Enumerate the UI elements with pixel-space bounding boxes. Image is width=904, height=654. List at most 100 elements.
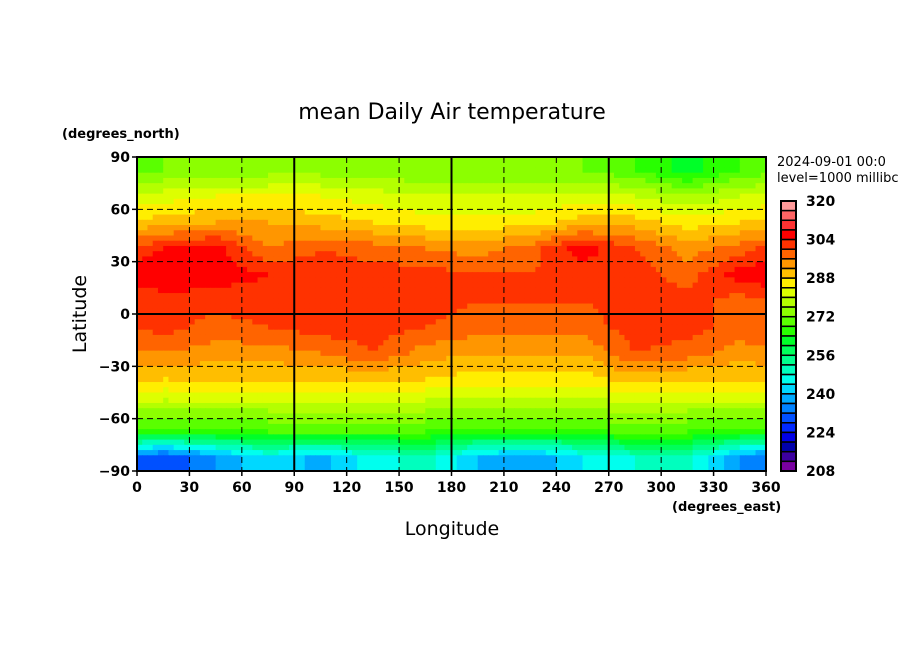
heatmap-cell — [577, 308, 584, 315]
heatmap-cell — [734, 287, 741, 294]
heatmap-cell — [231, 350, 238, 357]
heatmap-cell — [645, 162, 652, 169]
heatmap-cell — [661, 266, 668, 273]
heatmap-cell — [205, 209, 211, 216]
heatmap-cell — [519, 209, 526, 216]
heatmap-cell — [441, 219, 447, 226]
heatmap-cell — [178, 214, 185, 221]
heatmap-cell — [640, 240, 647, 247]
heatmap-cell — [613, 183, 620, 189]
heatmap-cell — [173, 324, 180, 331]
heatmap-cell — [608, 245, 615, 252]
heatmap-cell — [619, 225, 626, 231]
heatmap-cell — [724, 225, 730, 231]
heatmap-cell — [498, 198, 505, 205]
heatmap-cell — [734, 214, 741, 221]
heatmap-cell — [692, 204, 699, 210]
heatmap-cell — [451, 361, 458, 367]
heatmap-cell — [671, 350, 678, 357]
heatmap-cell — [446, 162, 453, 169]
heatmap-cell — [493, 225, 500, 231]
heatmap-cell — [713, 256, 720, 263]
heatmap-cell — [336, 340, 343, 346]
heatmap-cell — [325, 293, 332, 299]
heatmap-cell — [634, 245, 641, 252]
heatmap-cell — [745, 261, 751, 268]
heatmap-cell — [692, 256, 699, 263]
heatmap-cell — [399, 198, 405, 205]
heatmap-cell — [341, 355, 348, 362]
heatmap-cell — [556, 204, 563, 210]
heatmap-cell — [556, 334, 563, 341]
heatmap-cell — [598, 183, 605, 189]
heatmap-cell — [561, 334, 568, 341]
heatmap-cell — [184, 188, 191, 195]
heatmap-cell — [168, 319, 175, 326]
heatmap-cell — [241, 177, 248, 184]
heatmap-cell — [613, 314, 620, 320]
heatmap-cell — [157, 162, 164, 169]
heatmap-cell — [535, 355, 542, 362]
heatmap-cell — [315, 214, 322, 221]
heatmap-cell — [645, 324, 652, 331]
heatmap-cell — [514, 204, 521, 210]
heatmap-cell — [650, 282, 657, 289]
heatmap-cell — [577, 277, 584, 284]
heatmap-cell — [262, 371, 269, 378]
heatmap-cell — [461, 204, 468, 210]
heatmap-cell — [157, 235, 164, 242]
heatmap-cell — [608, 167, 615, 174]
heatmap-cell — [215, 287, 222, 294]
heatmap-cell — [383, 361, 390, 367]
heatmap-cell — [556, 308, 563, 315]
heatmap-cell — [268, 209, 274, 216]
heatmap-cell — [142, 225, 149, 231]
heatmap-cell — [519, 340, 526, 346]
heatmap-cell — [645, 245, 652, 252]
heatmap-cell — [545, 366, 552, 373]
heatmap-cell — [608, 345, 615, 352]
heatmap-cell — [566, 350, 573, 357]
heatmap-cell — [414, 329, 421, 336]
heatmap-cell — [629, 225, 636, 231]
heatmap-cell — [189, 350, 196, 357]
heatmap-cell — [362, 198, 369, 205]
heatmap-cell — [194, 329, 201, 336]
heatmap-cell — [739, 308, 746, 315]
heatmap-cell — [147, 371, 154, 378]
heatmap-cell — [582, 157, 589, 163]
heatmap-cell — [697, 261, 704, 268]
heatmap-cell — [372, 219, 379, 226]
heatmap-cell — [703, 177, 709, 184]
heatmap-cell — [137, 177, 143, 184]
heatmap-cell — [278, 157, 285, 163]
heatmap-cell — [713, 366, 720, 373]
heatmap-cell — [414, 167, 421, 174]
heatmap-cell — [687, 240, 694, 247]
heatmap-cell — [336, 298, 343, 305]
heatmap-cell — [137, 324, 143, 331]
heatmap-cell — [362, 277, 369, 284]
heatmap-cell — [425, 277, 432, 284]
heatmap-cell — [168, 282, 175, 289]
heatmap-cell — [734, 298, 741, 305]
heatmap-cell — [655, 256, 662, 263]
heatmap-cell — [671, 340, 678, 346]
heatmap-cell — [682, 277, 688, 284]
heatmap-cell — [399, 251, 405, 258]
heatmap-cell — [152, 230, 159, 237]
heatmap-cell — [608, 366, 615, 373]
heatmap-cell — [545, 308, 552, 315]
heatmap-cell — [157, 277, 164, 284]
heatmap-cell — [283, 287, 290, 294]
heatmap-cell — [650, 172, 657, 179]
heatmap-cell — [613, 287, 620, 294]
heatmap-cell — [671, 235, 678, 242]
heatmap-cell — [745, 157, 751, 163]
heatmap-cell — [530, 324, 536, 331]
heatmap-cell — [378, 324, 384, 331]
heatmap-cell — [577, 230, 584, 237]
heatmap-cell — [718, 314, 725, 320]
heatmap-cell — [409, 251, 416, 258]
heatmap-cell — [498, 324, 505, 331]
